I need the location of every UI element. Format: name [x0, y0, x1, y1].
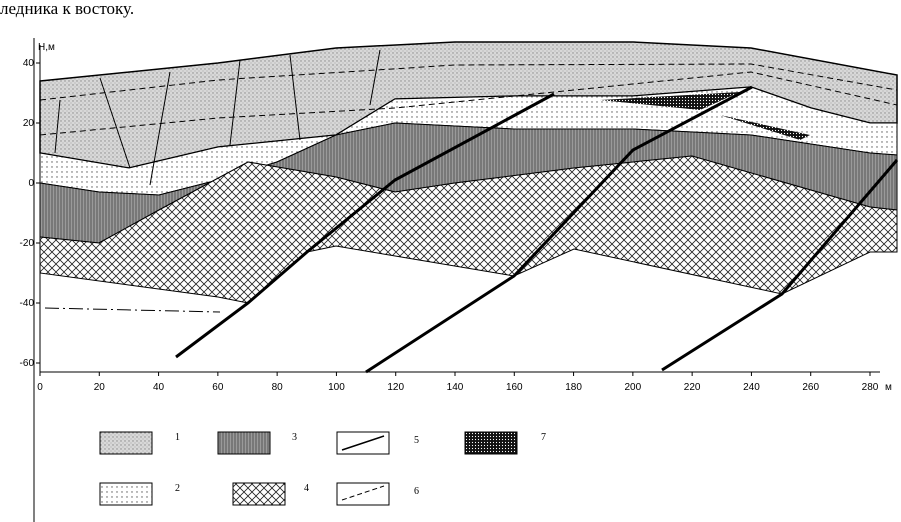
x-tick-label: 180: [565, 382, 582, 393]
x-tick-label: 80: [272, 382, 284, 393]
x-tick-label: 120: [387, 382, 404, 393]
x-tick-label: 140: [447, 382, 464, 393]
geologic-section: [39, 41, 899, 374]
x-tick-label: 280: [862, 382, 879, 393]
legend-label: 1: [175, 432, 180, 443]
y-tick-label: -20: [20, 238, 35, 249]
x-tick-label: 20: [94, 382, 106, 393]
legend: 1 2 3 4 5 6 7: [99, 431, 546, 506]
x-axis-label: м: [885, 382, 892, 393]
x-tick-label: 40: [153, 382, 165, 393]
x-tick-label: 200: [625, 382, 642, 393]
y-tick-label: 0: [28, 178, 34, 189]
legend-label: 4: [304, 483, 309, 494]
y-tick-label: 20: [23, 118, 35, 129]
x-tick-label: 260: [802, 382, 819, 393]
legend-label: 2: [175, 483, 180, 494]
y-tick-label: -40: [20, 298, 35, 309]
legend-label: 5: [414, 435, 419, 446]
y-tick-label: 40: [23, 58, 35, 69]
caption: ледника к востоку.: [0, 0, 134, 18]
x-tick-label: 220: [684, 382, 701, 393]
x-tick-label: 0: [37, 382, 43, 393]
legend-label: 7: [541, 432, 546, 443]
y-axis-label: Н,м: [38, 42, 55, 53]
x-tick-label: 160: [506, 382, 523, 393]
legend-label: 3: [292, 432, 297, 443]
x-tick-label: 60: [212, 382, 224, 393]
legend-label: 6: [414, 486, 419, 497]
x-tick-label: 240: [743, 382, 760, 393]
x-tick-label: 100: [328, 382, 345, 393]
y-tick-label: -60: [20, 358, 35, 369]
